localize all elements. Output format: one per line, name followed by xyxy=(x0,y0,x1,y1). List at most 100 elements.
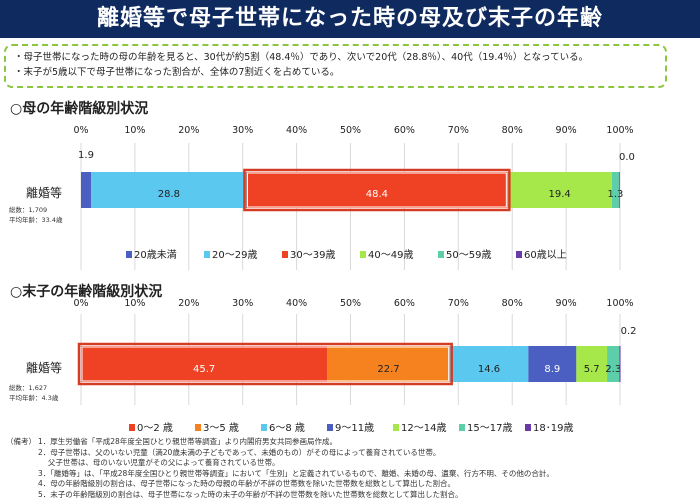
bar-segment xyxy=(507,172,612,208)
x-tick-label: 30% xyxy=(232,125,253,136)
category-label: 離婚等 xyxy=(26,186,62,200)
bar-segment xyxy=(576,346,608,382)
x-tick-label: 70% xyxy=(448,125,469,136)
mother-age-chart-title: ○母の年齢階級別状況 xyxy=(10,101,149,117)
data-label: 0.0 xyxy=(619,152,635,163)
highlight-box xyxy=(243,168,511,212)
x-tick-label: 10% xyxy=(124,298,145,309)
bar-segment xyxy=(81,172,92,208)
note-label xyxy=(6,458,38,469)
bar-segment xyxy=(327,346,450,382)
x-tick-label: 50% xyxy=(340,298,361,309)
notes: （備考） 1．厚生労働省「平成28年度全国ひとり親世帯等調査」より内閣府男女共同参… xyxy=(6,437,554,500)
legend-swatch xyxy=(393,424,399,431)
data-label: 1.3 xyxy=(607,189,623,200)
note-row: 父子世帯は、母のいない児童がその父によって養育されている世帯。 xyxy=(6,458,554,469)
x-tick-label: 60% xyxy=(394,125,415,136)
legend-label: 3～5 歳 xyxy=(203,422,239,434)
x-tick-label: 60% xyxy=(394,298,415,309)
bar-segment xyxy=(611,172,619,208)
note-text: 1．厚生労働省「平成28年度全国ひとり親世帯等調査」より内閣府男女共同参画局作成… xyxy=(38,437,337,446)
note-row: 3．「離婚等」は、「平成28年度全国ひとり親世帯等調査」において「生別」と定義さ… xyxy=(6,469,554,480)
data-label: 45.7 xyxy=(193,364,215,375)
highlight-inner xyxy=(246,172,507,208)
bar-segment xyxy=(246,172,508,208)
legend-swatch xyxy=(195,424,201,431)
child-age-chart-title: ○末子の年齢階級別状況 xyxy=(10,284,163,300)
data-label: 14.6 xyxy=(478,364,500,375)
data-label: 5.7 xyxy=(584,364,600,375)
bar-segment xyxy=(91,172,247,208)
bar-segment xyxy=(607,346,620,382)
legend-swatch xyxy=(438,251,444,258)
bar-segment xyxy=(449,346,529,382)
legend-label: 40～49歳 xyxy=(368,249,413,261)
x-tick-label: 40% xyxy=(286,125,307,136)
bar-segment xyxy=(618,172,620,208)
note-text: 2．母子世帯は、父のいない児童（満20歳未満の子どもであって、未婚のもの）がその… xyxy=(38,447,441,457)
legend-label: 20～29歳 xyxy=(212,249,257,261)
note-row: 4．母の年齢階級別の割合は、母子世帯になった時の母親の年齢が不詳の世帯数を除いた… xyxy=(6,479,554,490)
summary-box: ・母子世帯になった時の母の年齢を見ると、30代が約5割（48.4％）であり、次い… xyxy=(4,44,667,88)
legend-label: 30～39歳 xyxy=(290,249,335,261)
sample-note: 平均年齢：4.3歳 xyxy=(9,393,59,402)
x-tick-label: 80% xyxy=(502,298,523,309)
summary-line: ・末子が5歳以下で母子世帯になった割合が、全体の7割近くを占めている。 xyxy=(14,67,340,78)
note-label xyxy=(6,469,38,480)
x-tick-label: 20% xyxy=(178,125,199,136)
data-label: 1.9 xyxy=(78,150,94,161)
sample-note: 総数：1,627 xyxy=(9,383,47,392)
legend-label: 12～14歳 xyxy=(401,422,446,434)
x-tick-label: 0% xyxy=(73,125,88,136)
legend-swatch xyxy=(360,251,366,258)
x-tick-label: 90% xyxy=(556,298,577,309)
legend-swatch xyxy=(261,424,267,431)
bar-segment xyxy=(528,346,577,382)
legend-swatch xyxy=(327,424,333,431)
note-label xyxy=(6,448,38,459)
legend-label: 15～17歳 xyxy=(467,422,512,434)
note-text: 父子世帯は、母のいない児童がその父によって養育されている世帯。 xyxy=(38,458,280,467)
data-label: 8.9 xyxy=(544,364,560,375)
note-label: （備考） xyxy=(6,437,36,446)
data-label: 28.8 xyxy=(158,189,180,200)
note-row: 2．母子世帯は、父のいない児童（満20歳未満の子どもであって、未婚のもの）がその… xyxy=(6,448,554,459)
note-row: 5．末子の年齢階級別の割合は、母子世帯になった時の末子の年齢が不詳の世帯数を除い… xyxy=(6,490,554,501)
note-text: 3．「離婚等」は、「平成28年度全国ひとり親世帯等調査」において「生別」と定義さ… xyxy=(38,468,554,478)
sample-note: 平均年齢：33.4歳 xyxy=(9,215,63,224)
highlight-inner xyxy=(81,346,450,382)
legend-label: 60歳以上 xyxy=(524,249,567,261)
summary-line: ・母子世帯になった時の母の年齢を見ると、30代が約5割（48.4％）であり、次い… xyxy=(14,52,589,63)
x-tick-label: 70% xyxy=(448,298,469,309)
data-label: 2.3 xyxy=(605,364,621,375)
data-label: 22.7 xyxy=(377,364,399,375)
legend-label: 9～11歳 xyxy=(335,422,374,434)
x-tick-label: 50% xyxy=(340,125,361,136)
sample-note: 総数：1,709 xyxy=(9,205,47,214)
data-label: 19.4 xyxy=(548,189,570,200)
legend-swatch xyxy=(282,251,288,258)
x-tick-label: 90% xyxy=(556,125,577,136)
highlight-box xyxy=(77,342,453,386)
legend-label: 50～59歳 xyxy=(446,249,491,261)
legend-swatch xyxy=(129,424,135,431)
x-tick-label: 40% xyxy=(286,298,307,309)
category-label: 離婚等 xyxy=(26,361,62,375)
note-row: （備考） 1．厚生労働省「平成28年度全国ひとり親世帯等調査」より内閣府男女共同参… xyxy=(6,437,554,448)
x-tick-label: 80% xyxy=(502,125,523,136)
x-tick-label: 20% xyxy=(178,298,199,309)
bar-segment xyxy=(619,346,621,382)
legend-swatch xyxy=(516,251,522,258)
x-tick-label: 100% xyxy=(606,125,633,136)
legend-label: 6～8 歳 xyxy=(269,422,305,434)
legend-swatch xyxy=(459,424,465,431)
x-tick-label: 30% xyxy=(232,298,253,309)
x-tick-label: 0% xyxy=(73,298,88,309)
x-tick-label: 10% xyxy=(124,125,145,136)
page-title: 離婚等で母子世帯になった時の母及び末子の年齢 xyxy=(0,0,700,38)
note-label xyxy=(6,479,38,490)
legend-label: 0～2 歳 xyxy=(137,422,173,434)
note-text: 5．末子の年齢階級別の割合は、母子世帯になった時の末子の年齢が不詳の世帯数を除い… xyxy=(38,489,463,499)
legend-label: 20歳未満 xyxy=(134,249,177,261)
